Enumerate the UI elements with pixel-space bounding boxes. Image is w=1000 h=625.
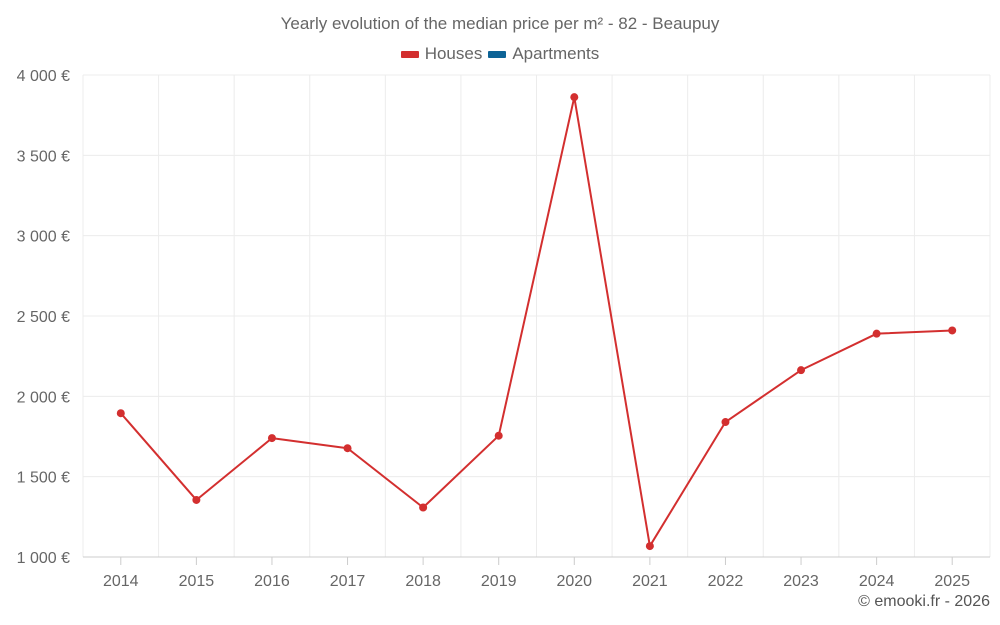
legend-swatch-houses	[400, 50, 419, 58]
data-point[interactable]	[721, 418, 730, 427]
legend-label-apartments: Apartments	[512, 44, 600, 63]
y-tick-label: 3 500 €	[17, 148, 70, 165]
x-tick-label: 2023	[783, 573, 819, 590]
x-tick-label: 2021	[632, 573, 668, 590]
x-tick-label: 2019	[481, 573, 517, 590]
legend: Houses Apartments	[0, 44, 1000, 64]
y-tick-label: 2 500 €	[17, 309, 70, 326]
data-point[interactable]	[192, 495, 201, 504]
y-tick-label: 2 000 €	[17, 389, 70, 406]
data-point[interactable]	[343, 444, 352, 453]
data-point[interactable]	[872, 329, 881, 338]
x-tick-label: 2017	[330, 573, 366, 590]
x-tick-label: 2024	[859, 573, 895, 590]
x-tick-label: 2020	[556, 573, 592, 590]
data-point[interactable]	[494, 431, 503, 440]
y-tick-label: 4 000 €	[17, 68, 70, 85]
data-point[interactable]	[645, 542, 654, 551]
x-tick-label: 2015	[179, 573, 215, 590]
y-tick-label: 1 500 €	[17, 470, 70, 487]
data-point[interactable]	[116, 409, 125, 418]
x-tick-label: 2018	[405, 573, 441, 590]
x-tick-label: 2022	[708, 573, 744, 590]
legend-label-houses: Houses	[424, 44, 483, 63]
y-tick-label: 3 000 €	[17, 229, 70, 246]
data-point[interactable]	[797, 366, 806, 375]
legend-swatch-apartments	[488, 50, 507, 58]
data-point[interactable]	[267, 434, 276, 443]
x-tick-label: 2016	[254, 573, 290, 590]
chart-title: Yearly evolution of the median price per…	[280, 14, 720, 33]
data-point[interactable]	[419, 503, 428, 512]
credit-text: © emooki.fr - 2026	[858, 593, 990, 610]
x-tick-label: 2014	[103, 573, 139, 590]
legend-item-houses[interactable]: Houses	[400, 44, 483, 64]
series-line-houses	[120, 96, 953, 548]
legend-item-apartments[interactable]: Apartments	[488, 44, 599, 64]
x-tick-label: 2025	[934, 573, 970, 590]
data-point[interactable]	[948, 326, 957, 335]
data-point[interactable]	[570, 93, 579, 102]
y-tick-label: 1 000 €	[17, 550, 70, 567]
